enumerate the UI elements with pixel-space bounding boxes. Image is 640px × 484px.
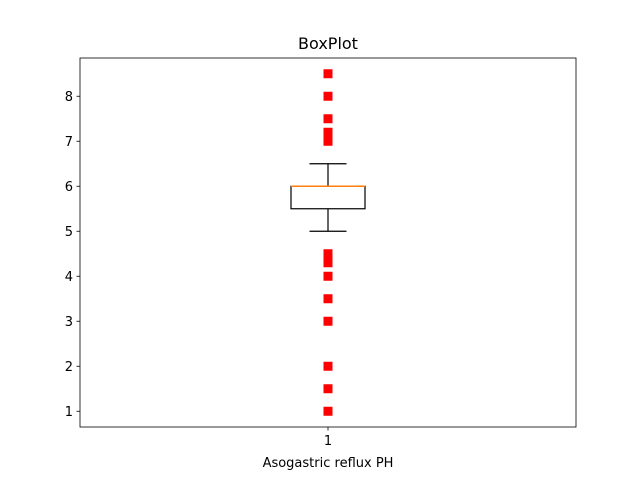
y-tick-label: 8: [65, 90, 73, 105]
outlier-point: [323, 249, 333, 259]
y-tick-label: 7: [65, 135, 73, 150]
outlier-point: [323, 91, 333, 101]
y-tick-label: 1: [65, 405, 73, 420]
y-tick-label: 6: [65, 180, 73, 195]
x-tick-label: 1: [324, 434, 332, 449]
outlier-point: [323, 69, 333, 79]
outlier-point: [323, 384, 333, 394]
y-tick-label: 5: [65, 225, 73, 240]
plot-area: 1 2 3 4 5 6 7 8 1: [65, 57, 577, 449]
outlier-point: [323, 114, 333, 124]
outlier-point: [323, 271, 333, 281]
chart-title: BoxPlot: [298, 34, 358, 53]
outlier-point: [323, 127, 333, 137]
y-tick-label: 4: [65, 270, 73, 285]
outlier-point: [323, 316, 333, 326]
outlier-point: [323, 361, 333, 371]
y-tick-label: 3: [65, 315, 73, 330]
outlier-point: [323, 406, 333, 416]
y-tick-label: 2: [65, 360, 73, 375]
x-axis-label: Asogastric reflux PH: [263, 456, 394, 471]
outlier-point: [323, 294, 333, 304]
